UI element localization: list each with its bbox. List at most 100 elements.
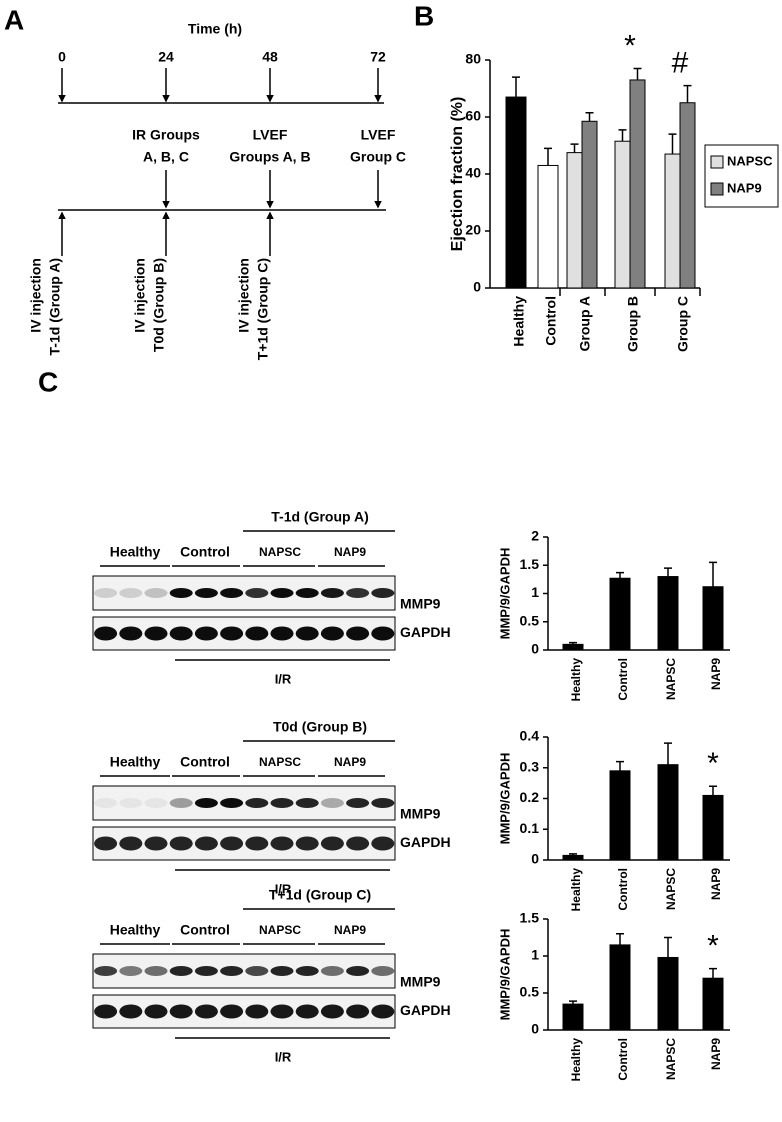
band — [245, 1004, 269, 1019]
annotation: * — [707, 747, 719, 780]
band — [144, 626, 168, 641]
band — [270, 798, 294, 808]
bar — [566, 152, 583, 289]
band — [245, 798, 269, 808]
band — [169, 836, 193, 851]
bar — [702, 794, 724, 861]
y-tick-label: 1.5 — [520, 556, 540, 572]
row-label: GAPDH — [400, 1002, 451, 1018]
x-tick-label: Healthy — [569, 1038, 583, 1082]
annotation: * — [624, 29, 636, 62]
band — [194, 836, 218, 851]
band — [371, 1004, 395, 1019]
x-tick-label: NAP9 — [709, 658, 723, 690]
x-tick-label: Control — [543, 296, 559, 346]
band — [270, 1004, 294, 1019]
x-tick-label: NAPSC — [664, 1038, 678, 1080]
injection-label: IV injection — [132, 258, 148, 333]
blot-title: T+1d (Group C) — [269, 887, 371, 903]
group-label: NAP9 — [334, 923, 366, 937]
band — [220, 588, 244, 598]
error-bar — [585, 111, 594, 122]
band — [245, 966, 269, 976]
group-label: Control — [180, 754, 230, 770]
injection-label: T-1d (Group A) — [47, 258, 63, 355]
injection-label: T+1d (Group C) — [255, 258, 271, 360]
band — [346, 1004, 370, 1019]
panel-label: B — [414, 0, 434, 31]
band — [144, 836, 168, 851]
blot-box — [92, 616, 396, 651]
bar — [562, 1003, 584, 1031]
error-bar — [668, 133, 677, 155]
band — [320, 1004, 344, 1019]
band — [346, 836, 370, 851]
band — [295, 798, 319, 808]
error-bar — [664, 742, 672, 765]
bar — [562, 854, 584, 861]
bar — [629, 79, 646, 289]
band — [194, 1004, 218, 1019]
band — [320, 588, 344, 598]
band — [94, 836, 118, 851]
bar — [657, 764, 679, 861]
error-bar — [633, 67, 642, 80]
y-tick-label: 1 — [531, 584, 539, 600]
band — [169, 966, 193, 976]
band — [144, 1004, 168, 1019]
bar — [581, 120, 598, 289]
band — [320, 798, 344, 808]
x-tick-label: Healthy — [511, 296, 527, 347]
panel-label: A — [4, 4, 24, 35]
blot-box — [92, 953, 396, 989]
group-label: NAP9 — [334, 545, 366, 559]
band — [119, 1004, 143, 1019]
error-bar — [616, 760, 624, 771]
band — [119, 626, 143, 641]
x-tick-label: NAP9 — [709, 868, 723, 900]
band — [320, 626, 344, 641]
time-label: 48 — [262, 49, 278, 65]
y-tick-label: 0.3 — [520, 758, 540, 774]
injection-label: T0d (Group B) — [151, 258, 167, 352]
group-label: Healthy — [110, 754, 161, 770]
y-tick-label: 0.1 — [520, 820, 540, 836]
row-label: GAPDH — [400, 834, 451, 850]
bar — [702, 586, 724, 651]
timeline-title: Time (h) — [188, 21, 242, 37]
band — [119, 588, 143, 598]
band — [346, 626, 370, 641]
group-label: NAPSC — [259, 755, 301, 769]
bar — [609, 770, 631, 861]
legend-swatch — [710, 155, 724, 169]
band — [270, 588, 294, 598]
x-tick-label: Control — [616, 658, 630, 701]
y-tick-label: 0.5 — [520, 612, 540, 628]
blot-title: T0d (Group B) — [273, 719, 367, 735]
event-label: A, B, C — [143, 149, 189, 165]
band — [194, 588, 218, 598]
y-axis-label: MMP/9/GAPDH — [497, 753, 512, 845]
band — [94, 798, 118, 808]
ir-label: I/R — [275, 1049, 292, 1064]
band — [194, 798, 218, 808]
bar — [657, 576, 679, 651]
band — [220, 626, 244, 641]
band — [144, 798, 168, 808]
bar — [664, 153, 681, 289]
y-tick-label: 1 — [531, 947, 539, 963]
band — [119, 966, 143, 976]
y-tick-label: 60 — [465, 108, 481, 124]
bar — [657, 956, 679, 1031]
y-axis-label: Ejection fraction (%) — [449, 97, 466, 252]
x-tick-label: NAP9 — [709, 1038, 723, 1070]
band — [320, 836, 344, 851]
group-label: NAP9 — [334, 755, 366, 769]
blot-box — [92, 575, 396, 611]
group-label: Control — [180, 544, 230, 560]
x-tick-label: Healthy — [569, 868, 583, 912]
time-label: 72 — [370, 49, 386, 65]
band — [94, 966, 118, 976]
error-bar — [709, 967, 717, 979]
band — [270, 836, 294, 851]
